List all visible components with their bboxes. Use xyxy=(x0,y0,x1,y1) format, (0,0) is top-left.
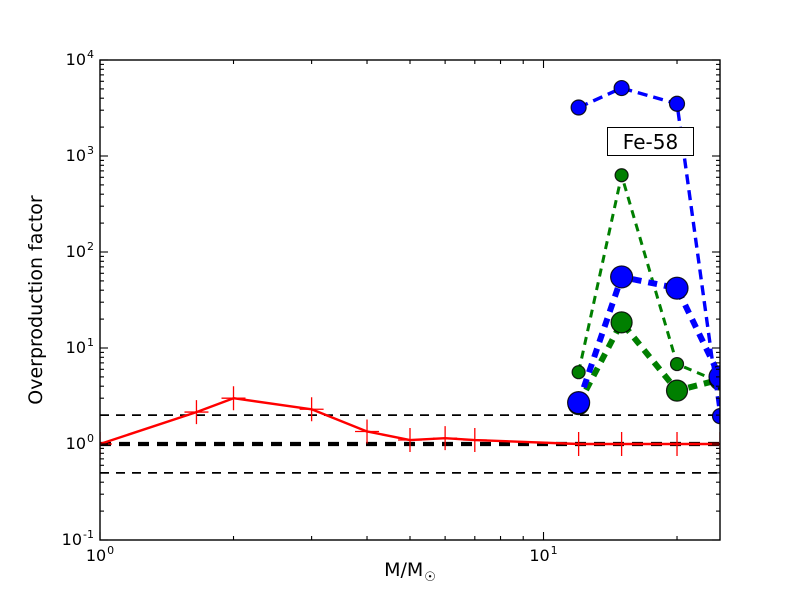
circle-marker xyxy=(614,168,629,183)
circle-marker xyxy=(610,265,634,289)
circle-marker xyxy=(711,408,720,425)
plus-marker xyxy=(355,419,380,444)
circle-marker xyxy=(665,276,689,300)
plus-marker xyxy=(221,386,246,411)
circle-marker xyxy=(610,311,633,334)
plus-marker xyxy=(299,397,324,422)
circle-marker xyxy=(613,79,630,97)
series-blue-dashed-large-circles xyxy=(567,265,720,415)
circle-marker xyxy=(567,390,591,415)
y-axis-label-text: Overproduction factor xyxy=(25,195,47,405)
y-tick-label: 10-1 xyxy=(61,528,94,549)
isotope-annotation-box: Fe-58 xyxy=(607,127,694,156)
plus-marker xyxy=(398,428,422,453)
circle-marker xyxy=(571,365,586,380)
plus-marker xyxy=(184,400,209,425)
y-tick-label: 101 xyxy=(65,336,94,357)
y-tick-label: 100 xyxy=(65,432,94,453)
series-green-dashed-large-circles xyxy=(567,311,720,416)
y-tick-label: 103 xyxy=(65,144,94,165)
sun-symbol: ☉ xyxy=(424,570,436,585)
circle-marker xyxy=(669,356,685,372)
series-line-blue-dashed-large-circles xyxy=(575,273,720,404)
plot-area xyxy=(100,79,720,474)
x-axis-label-text: M/M xyxy=(384,559,424,581)
series-blue-dashed-small-circles xyxy=(570,79,720,425)
x-axis-label: M/M☉ xyxy=(384,559,436,585)
series-line-green-dashed-large-circles xyxy=(575,319,720,406)
series-line-green-dashed-small-circles xyxy=(577,173,720,384)
y-axis-label: Overproduction factor xyxy=(25,195,47,404)
x-tick-label: 101 xyxy=(529,544,558,565)
y-tick-label: 104 xyxy=(65,48,94,69)
plus-marker xyxy=(433,426,458,451)
plus-marker xyxy=(609,432,634,456)
series-line-blue-dashed-small-circles xyxy=(577,86,720,417)
circle-marker xyxy=(570,99,587,116)
plus-marker xyxy=(566,432,591,456)
isotope-annotation-text: Fe-58 xyxy=(622,129,679,154)
circle-marker xyxy=(668,95,686,112)
plus-marker xyxy=(665,432,690,456)
axis-ticks xyxy=(99,59,720,541)
y-tick-label: 102 xyxy=(65,240,94,261)
x-tick-label: 100 xyxy=(85,544,115,565)
plus-marker xyxy=(462,428,487,453)
circle-marker xyxy=(708,365,720,389)
circle-marker xyxy=(665,379,689,402)
